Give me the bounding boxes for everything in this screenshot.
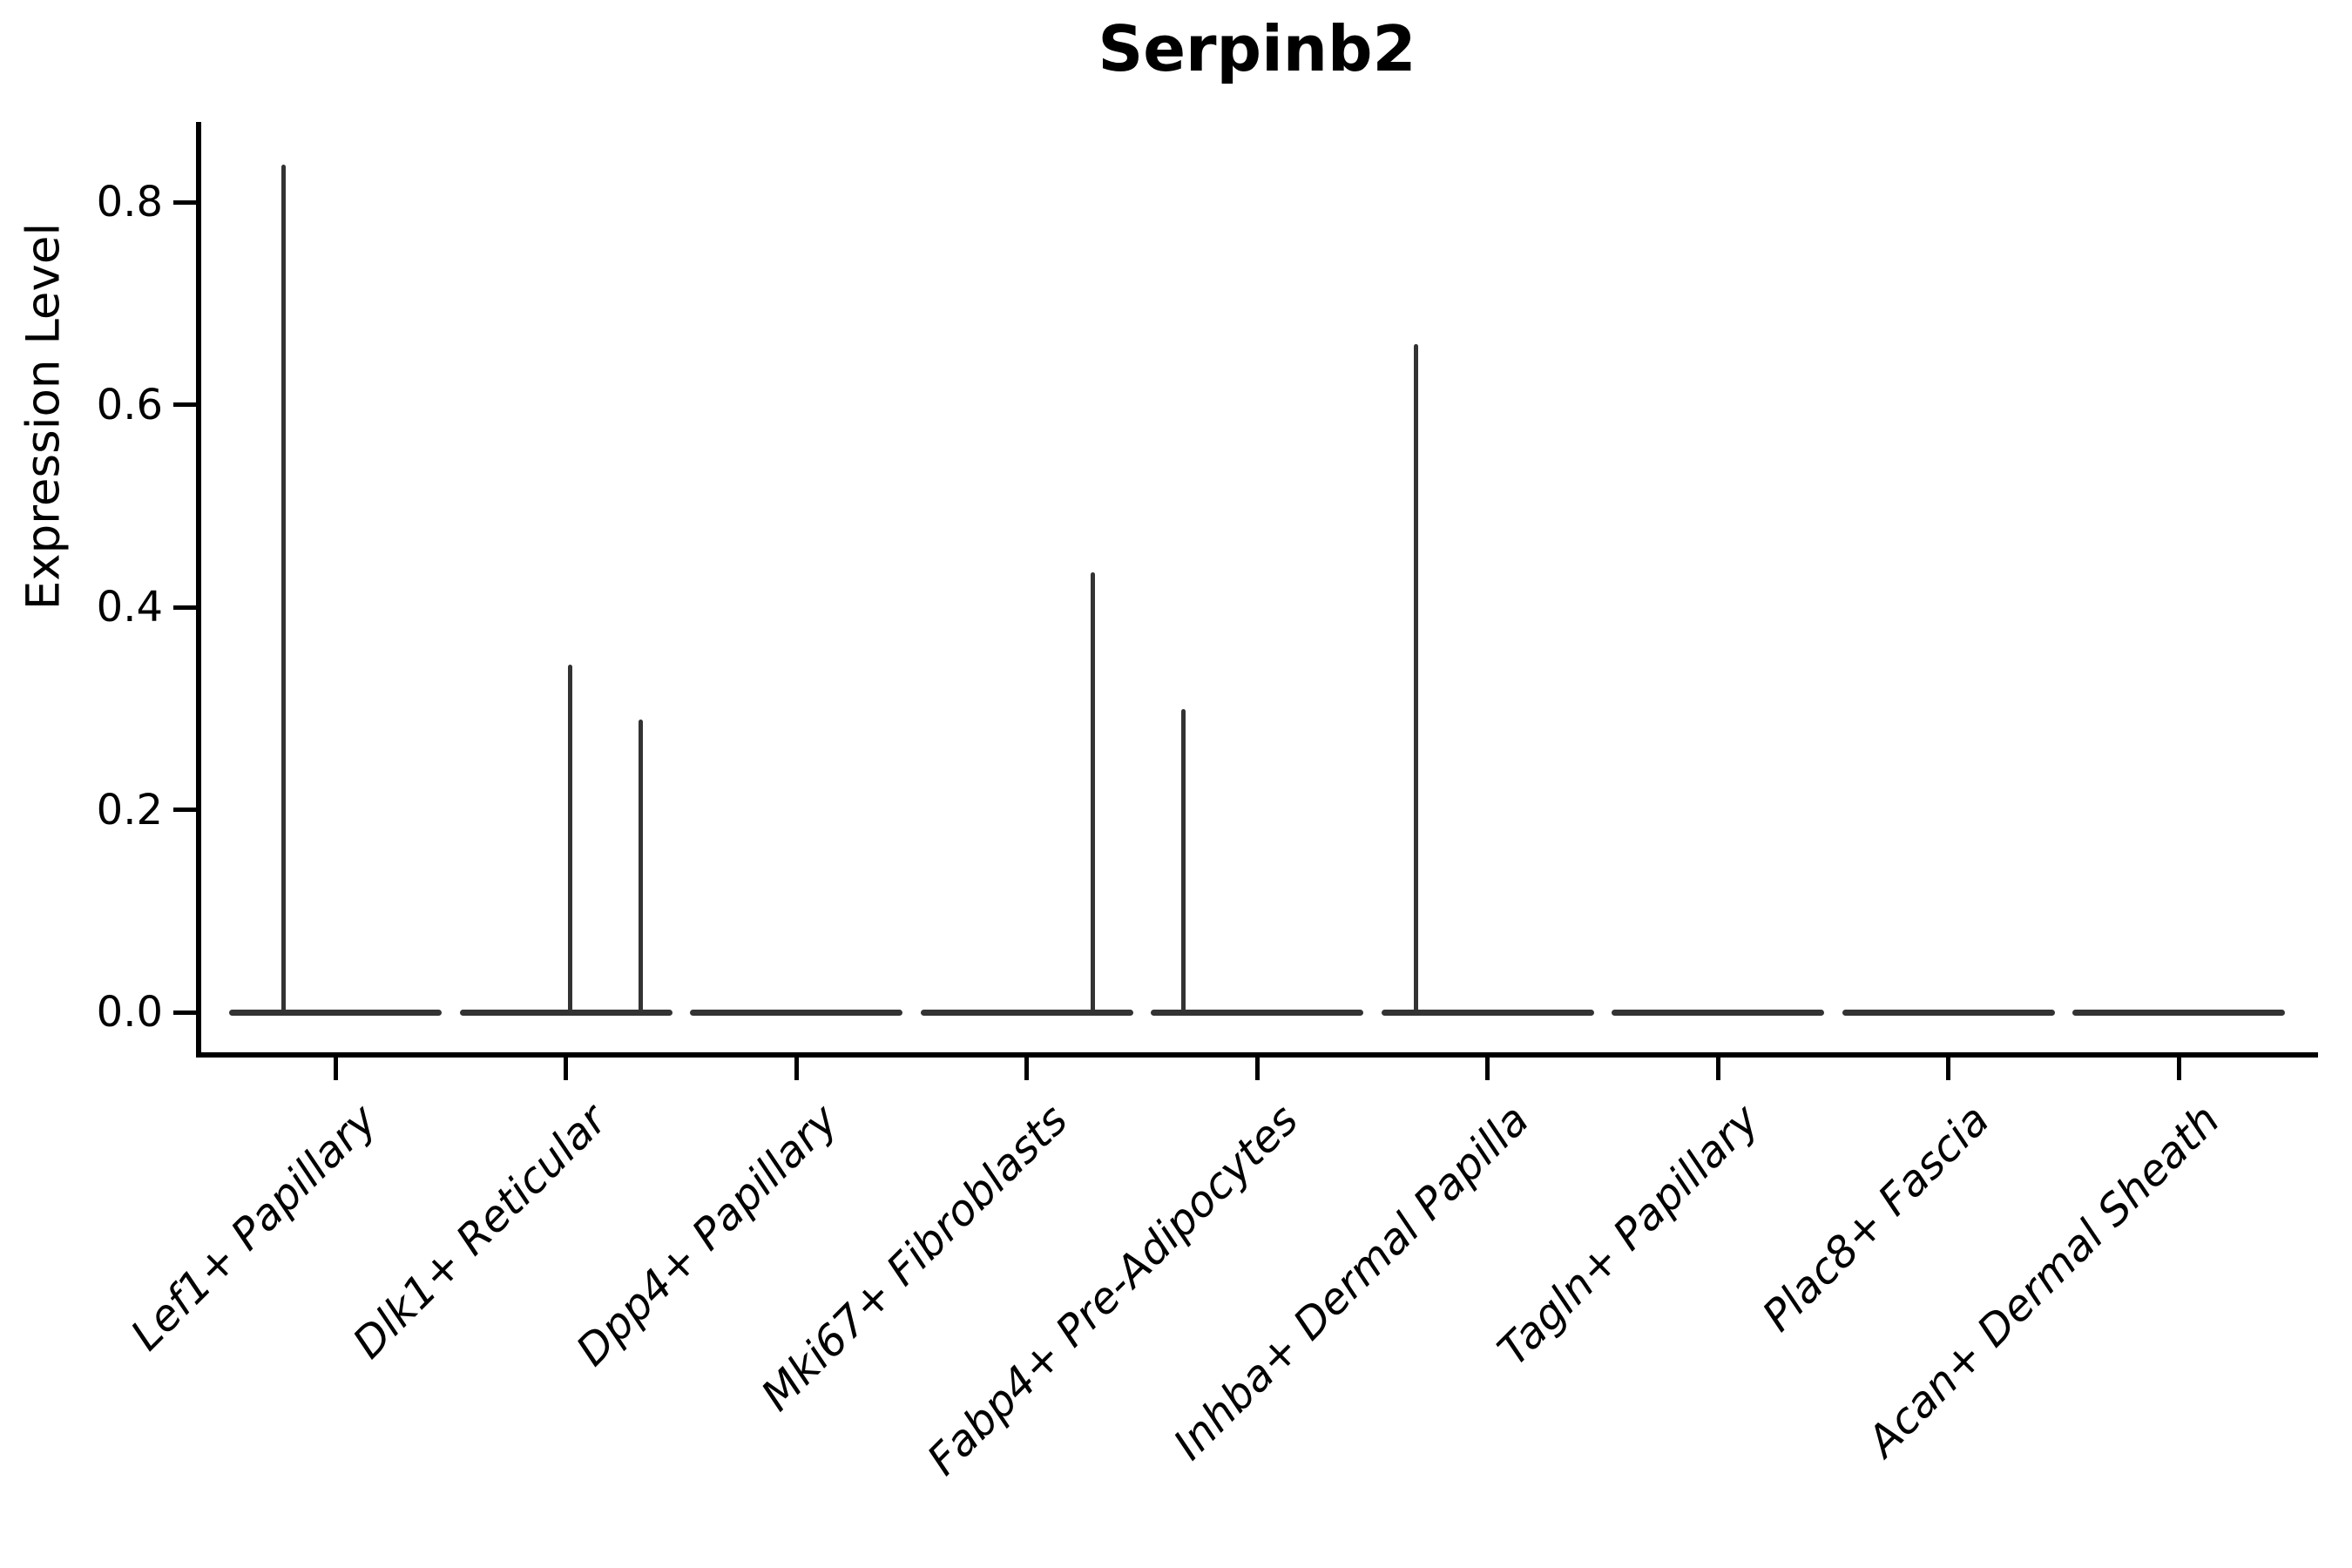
- violin-body: [690, 1009, 902, 1016]
- chart-title: Serpinb2: [1098, 12, 1416, 85]
- y-tick: [173, 1010, 196, 1015]
- x-tick: [333, 1058, 338, 1080]
- x-tick: [564, 1058, 568, 1080]
- violin-body: [459, 1009, 672, 1016]
- y-tick: [173, 808, 196, 812]
- y-tick-label: 0.6: [96, 380, 163, 429]
- x-tick-label: Plac8+ Fascia: [1753, 1095, 1999, 1342]
- violin-spike: [568, 665, 572, 1012]
- violin-body: [2072, 1009, 2285, 1016]
- y-tick: [173, 402, 196, 407]
- violin-spike: [1414, 343, 1418, 1012]
- x-tick-label: Fabp4+ Pre-Adipocytes: [917, 1095, 1308, 1485]
- violin-body: [1842, 1009, 2055, 1016]
- violin-body: [1151, 1009, 1363, 1016]
- y-tick: [173, 199, 196, 205]
- violin-spike: [639, 720, 643, 1012]
- y-tick-label: 0.4: [96, 583, 163, 632]
- x-tick: [2176, 1058, 2181, 1080]
- violin-spike: [1180, 709, 1186, 1012]
- x-tick: [1485, 1058, 1490, 1080]
- x-tick: [1024, 1058, 1029, 1080]
- violin-body: [1381, 1009, 1594, 1016]
- y-tick: [173, 605, 196, 610]
- x-tick-label: Dlk1+ Reticular: [343, 1095, 617, 1369]
- y-tick-label: 0.2: [96, 785, 163, 835]
- violin-body: [920, 1009, 1133, 1016]
- violin-body: [1612, 1009, 1824, 1016]
- y-axis-line: [196, 122, 201, 1058]
- y-tick-label: 0.0: [96, 988, 163, 1037]
- violin-body: [229, 1009, 442, 1016]
- x-tick: [1715, 1058, 1720, 1080]
- x-tick: [1946, 1058, 1950, 1080]
- x-tick: [794, 1058, 799, 1080]
- violin-spike: [1091, 572, 1095, 1012]
- violin-spike: [280, 164, 286, 1012]
- x-tick: [1254, 1058, 1260, 1080]
- x-axis-line: [196, 1052, 2318, 1058]
- y-tick-label: 0.8: [96, 178, 163, 226]
- x-tick-label: Lef1+ Papillary: [121, 1095, 387, 1361]
